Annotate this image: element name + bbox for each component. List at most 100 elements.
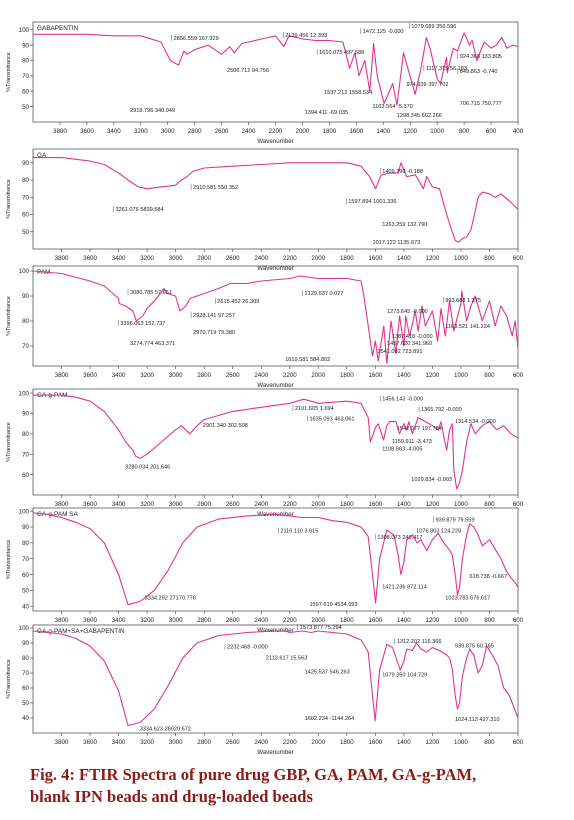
peak-annotation: 1541.092 723.891 [377,349,422,355]
panel-title: GABAPENTIN [37,25,79,32]
spectrum-line [32,630,519,727]
x-axis-label: Wavenumber [257,138,294,145]
y-axis-label: %Transmittance [6,659,12,699]
peak-annotation: 1108.663 -4.005 [382,446,422,452]
x-tick-label: 1800 [340,255,354,262]
x-tick-label: 2000 [311,372,325,379]
peak-annotation: 3280.034 201.646 [125,464,170,470]
x-tick-label: 1000 [430,128,444,135]
peak-annotation: 1017.122 1135.673 [373,240,421,246]
x-tick-label: 1000 [454,617,468,624]
y-tick-label: 60 [22,88,29,95]
peak-annotation: 1602.234 -1144.264 [305,716,355,722]
x-tick-label: 2800 [188,128,202,135]
peak-annotation: 1597.619 4534.993 [309,602,357,608]
y-tick-label: 60 [22,572,29,579]
peak-annotation: 1298.345 602.266 [397,113,442,119]
plot-frame [32,21,519,123]
peak-annotation: 2910.581 550.352 [193,185,238,191]
peak-annotation: 1409.790 -0.188 [382,169,423,175]
plot-frame [32,388,519,496]
y-tick-label: 60 [22,685,29,692]
spectrum-line [32,512,519,606]
x-tick-label: 2400 [254,255,268,262]
panel-title: GA-g-PAM SA [37,511,78,518]
y-tick-label: 90 [22,293,29,300]
x-axis-label: Wavenumber [257,265,294,272]
x-tick-label: 1600 [368,501,382,508]
x-tick-label: 600 [486,128,497,135]
peak-annotation: 1314.534 -0.000 [455,419,496,425]
y-tick-label: 50 [22,700,29,707]
peak-annotation: 3261.076 5839.584 [115,207,163,213]
peak-annotation: 1542.077 197.784 [397,426,442,432]
x-tick-label: 3000 [161,128,175,135]
x-tick-label: 3200 [134,128,148,135]
x-tick-label: 3600 [83,739,97,746]
x-tick-label: 3200 [140,739,154,746]
x-tick-label: 1600 [368,255,382,262]
peak-annotation: 924.368 133.805 [460,54,502,60]
x-tick-label: 1400 [397,372,411,379]
peak-annotation: 1394.411 -69.035 [305,110,348,116]
x-tick-label: 2000 [311,255,325,262]
peak-annotation: 974.939 397.702 [406,82,448,88]
peak-annotation: 2901.340 302.508 [203,423,248,429]
y-tick-label: 100 [19,268,30,275]
y-tick-label: 100 [19,27,30,34]
peak-annotation: 706.715 750.777 [460,101,502,107]
x-tick-label: 600 [513,255,524,262]
panel-title: GA-g-PAM+SA+GABAPENTIN [37,628,125,635]
y-tick-label: 90 [22,411,29,418]
peak-annotation: 2856.559 167.929 [174,36,219,42]
x-tick-label: 1200 [426,617,440,624]
x-tick-label: 3000 [169,617,183,624]
x-tick-label: 600 [513,372,524,379]
peak-annotation: 1610.075 497.588 [319,50,364,56]
x-tick-label: 1000 [454,739,468,746]
x-tick-label: 3800 [55,739,69,746]
y-axis-label: %Transmittance [6,296,12,336]
x-tick-label: 800 [484,255,495,262]
x-tick-label: 3800 [55,255,69,262]
peak-annotation: 993.688 1.375 [445,298,481,304]
peak-annotation: 2506.712 94.756 [227,68,269,74]
y-axis-label: %Transmittance [6,179,12,219]
y-tick-label: 80 [22,655,29,662]
x-tick-label: 3800 [55,501,69,508]
x-tick-label: 1800 [323,128,337,135]
peak-annotation: 1421.236 872.114 [382,584,427,590]
peak-annotation: 3080.785 57.651 [130,290,172,296]
y-axis-label: %Transmittance [6,540,12,580]
x-tick-label: 2400 [254,739,268,746]
y-tick-label: 40 [22,715,29,722]
x-tick-label: 3400 [112,501,126,508]
y-tick-label: 100 [19,508,30,515]
y-tick-label: 70 [22,451,29,458]
x-tick-label: 3600 [80,128,94,135]
ftir-figure: 3800 3600 3400 3200 3000 2800 2600 2400 2200 2000… [6,21,524,756]
x-tick-label: 3000 [169,372,183,379]
peak-annotation: 1635.093 463.061 [309,417,354,423]
y-tick-label: 80 [22,540,29,547]
x-tick-label: 3600 [83,255,97,262]
y-tick-label: 100 [19,625,30,632]
peak-annotation: 2928.141 97.257 [193,313,235,319]
peak-annotation: 2116.110 3.615 [280,529,318,535]
x-tick-label: 1200 [426,255,440,262]
y-tick-label: 70 [22,73,29,80]
x-tick-label: 2400 [254,501,268,508]
peak-annotation: 1312.202 116.366 [397,639,442,645]
x-tick-label: 2000 [296,128,310,135]
x-tick-label: 2600 [226,739,240,746]
x-tick-label: 2400 [254,617,268,624]
peak-annotation: 1024.113 427.310 [455,717,500,723]
x-tick-label: 1600 [368,617,382,624]
peak-annotation: 1573.877 75.294 [300,625,342,631]
peak-annotation: 3396.063 152.737 [120,321,165,327]
x-tick-label: 2800 [197,739,211,746]
y-tick-label: 60 [22,472,29,479]
x-tick-label: 3000 [169,739,183,746]
x-tick-label: 1200 [426,372,440,379]
x-tick-label: 3200 [140,372,154,379]
